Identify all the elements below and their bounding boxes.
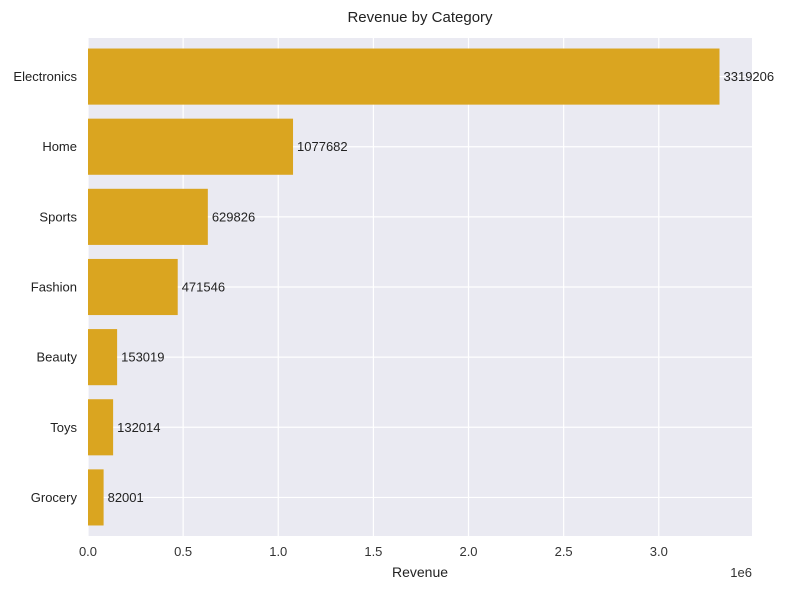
category-label-home: Home (42, 139, 77, 154)
x-tick-label: 2.0 (459, 544, 477, 559)
bar-grocery (88, 469, 104, 526)
x-axis-scale-label: 1e6 (730, 565, 752, 580)
value-label-home: 1077682 (297, 139, 348, 154)
bar-fashion (88, 258, 178, 316)
value-label-fashion: 471546 (182, 280, 225, 295)
category-label-beauty: Beauty (37, 350, 78, 365)
bar-sports (88, 188, 208, 245)
value-label-toys: 132014 (117, 420, 160, 435)
bar-toys (88, 399, 114, 456)
bars (88, 48, 720, 526)
category-label-toys: Toys (50, 420, 77, 435)
x-tick-label: 1.5 (364, 544, 382, 559)
value-label-electronics: 3319206 (724, 69, 775, 84)
category-label-fashion: Fashion (31, 280, 77, 295)
category-labels: Electronics Home Sports Fashion Beauty Toys Gr… (13, 69, 77, 505)
x-tick-label: 0.0 (79, 544, 97, 559)
x-tick-label: 1.0 (269, 544, 287, 559)
bar-beauty (88, 329, 118, 386)
category-label-electronics: Electronics (13, 69, 77, 84)
x-tick-label: 2.5 (555, 544, 573, 559)
value-labels: 3319206 1077682 629826 471546 153019 132014 82… (108, 69, 775, 505)
chart-title: Revenue by Category (347, 9, 493, 26)
x-tick-label: 3.0 (650, 544, 668, 559)
value-label-sports: 629826 (212, 209, 255, 224)
category-label-grocery: Grocery (31, 490, 78, 505)
category-label-sports: Sports (39, 209, 77, 224)
x-axis-label: Revenue (392, 564, 448, 580)
x-tick-labels: 0.0 0.5 1.0 1.5 2.0 2.5 3.0 (79, 544, 668, 559)
value-label-grocery: 82001 (108, 490, 144, 505)
bar-electronics (88, 48, 720, 105)
bar-home (88, 118, 294, 175)
x-tick-label: 0.5 (174, 544, 192, 559)
value-label-beauty: 153019 (121, 350, 164, 365)
